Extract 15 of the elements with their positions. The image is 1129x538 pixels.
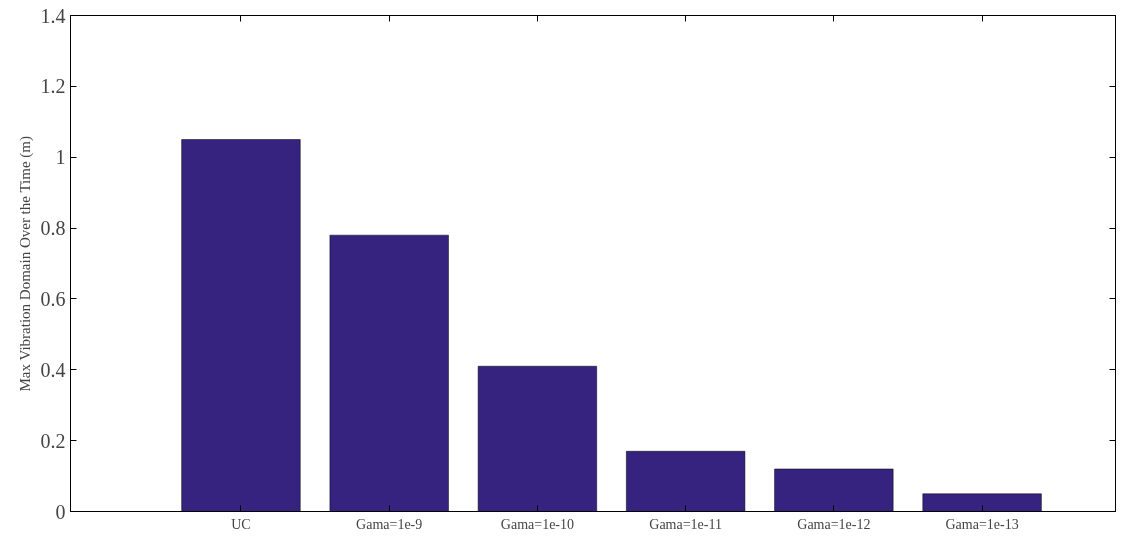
x-tick-label: Gama=1e-9	[356, 516, 423, 532]
y-tick-label: 1.2	[40, 75, 66, 98]
y-axis-title: Max Vibration Domain Over the Time (m)	[16, 136, 34, 392]
y-tick-label: 0.2	[40, 429, 66, 452]
x-tick-label: Gama=1e-10	[500, 516, 575, 532]
x-tick-label: Gama=1e-11	[649, 516, 722, 532]
x-tick-label: Gama=1e-13	[945, 516, 1019, 532]
y-tick-label: 0.8	[40, 217, 66, 240]
x-tick-label: UC	[231, 516, 251, 532]
x-tick-label: Gama=1e-12	[797, 516, 871, 532]
y-tick-label: 0.6	[40, 287, 66, 310]
y-tick-label: 1.4	[40, 4, 66, 27]
y-tick-label: 0	[55, 500, 66, 523]
y-tick-label: 0.4	[40, 358, 66, 381]
y-tick-label: 1	[55, 146, 66, 169]
